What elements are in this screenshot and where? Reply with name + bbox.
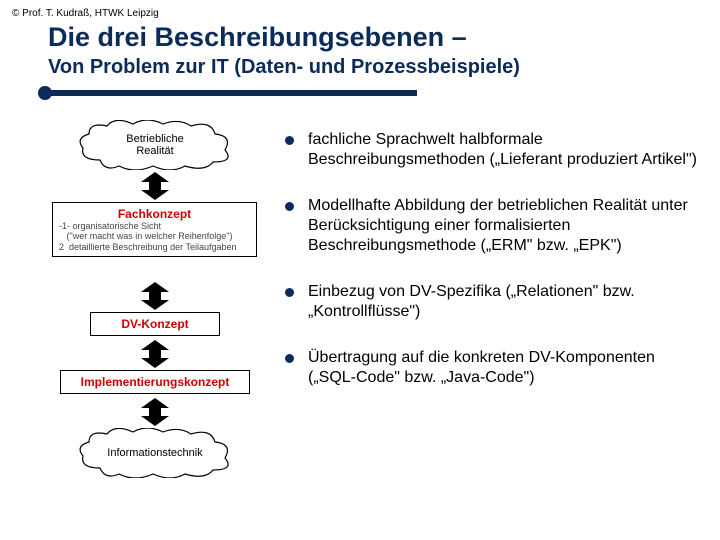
fk-sub2-label: 2 — [59, 242, 64, 252]
cloud-reality-line2: Realität — [136, 145, 173, 157]
box-dv-title: DV-Konzept — [97, 317, 213, 331]
bullet-item: fachliche Sprachwelt halbformale Beschre… — [285, 130, 705, 170]
slide-subtitle: Von Problem zur IT (Daten- und Prozessbe… — [48, 56, 520, 79]
box-fachkonzept: Fachkonzept -1- organisatorische Sicht (… — [52, 202, 257, 257]
arrow-4 — [135, 398, 175, 426]
cloud-it-label: Informationstechnik — [107, 447, 202, 459]
bullet-text: Einbezug von DV-Spezifika („Relationen" … — [308, 282, 705, 322]
bullet-marker-icon — [285, 136, 294, 145]
fk-sub1-text: organisatorische Sicht — [73, 221, 162, 231]
cloud-reality-line1: Betriebliche — [126, 133, 183, 145]
bullet-text: Übertragung auf die konkreten DV-Kompone… — [308, 348, 705, 388]
fk-sub2-text: detaillierte Beschreibung der Teilaufgab… — [69, 242, 236, 252]
bullet-marker-icon — [285, 354, 294, 363]
fk-sub1-label: -1- — [59, 221, 70, 231]
arrow-3 — [135, 340, 175, 368]
box-implementierung: Implementierungskonzept — [60, 370, 250, 394]
copyright-text: © Prof. T. Kudraß, HTWK Leipzig — [12, 8, 159, 19]
bullet-text: fachliche Sprachwelt halbformale Beschre… — [308, 130, 705, 170]
arrow-2 — [135, 282, 175, 310]
bullet-item: Einbezug von DV-Spezifika („Relationen" … — [285, 282, 705, 322]
slide-title: Die drei Beschreibungsebenen – — [48, 22, 467, 53]
bullet-item: Übertragung auf die konkreten DV-Kompone… — [285, 348, 705, 388]
bullet-list: fachliche Sprachwelt halbformale Beschre… — [285, 130, 705, 414]
box-fachkonzept-title: Fachkonzept — [59, 207, 250, 221]
layer-diagram: Betriebliche Realität Fachkonzept -1- or… — [50, 120, 260, 520]
bullet-text: Modellhafte Abbildung der betrieblichen … — [308, 196, 705, 256]
cloud-it: Informationstechnik — [75, 428, 235, 478]
bullet-item: Modellhafte Abbildung der betrieblichen … — [285, 196, 705, 256]
bullet-marker-icon — [285, 202, 294, 211]
bullet-marker-icon — [285, 288, 294, 297]
arrow-1 — [135, 172, 175, 200]
title-underline — [38, 86, 418, 100]
fk-sub1-note: ("wer macht was in welcher Reihenfolge") — [67, 231, 233, 241]
cloud-reality: Betriebliche Realität — [75, 120, 235, 170]
box-impl-title: Implementierungskonzept — [67, 375, 243, 389]
box-dv-konzept: DV-Konzept — [90, 312, 220, 336]
